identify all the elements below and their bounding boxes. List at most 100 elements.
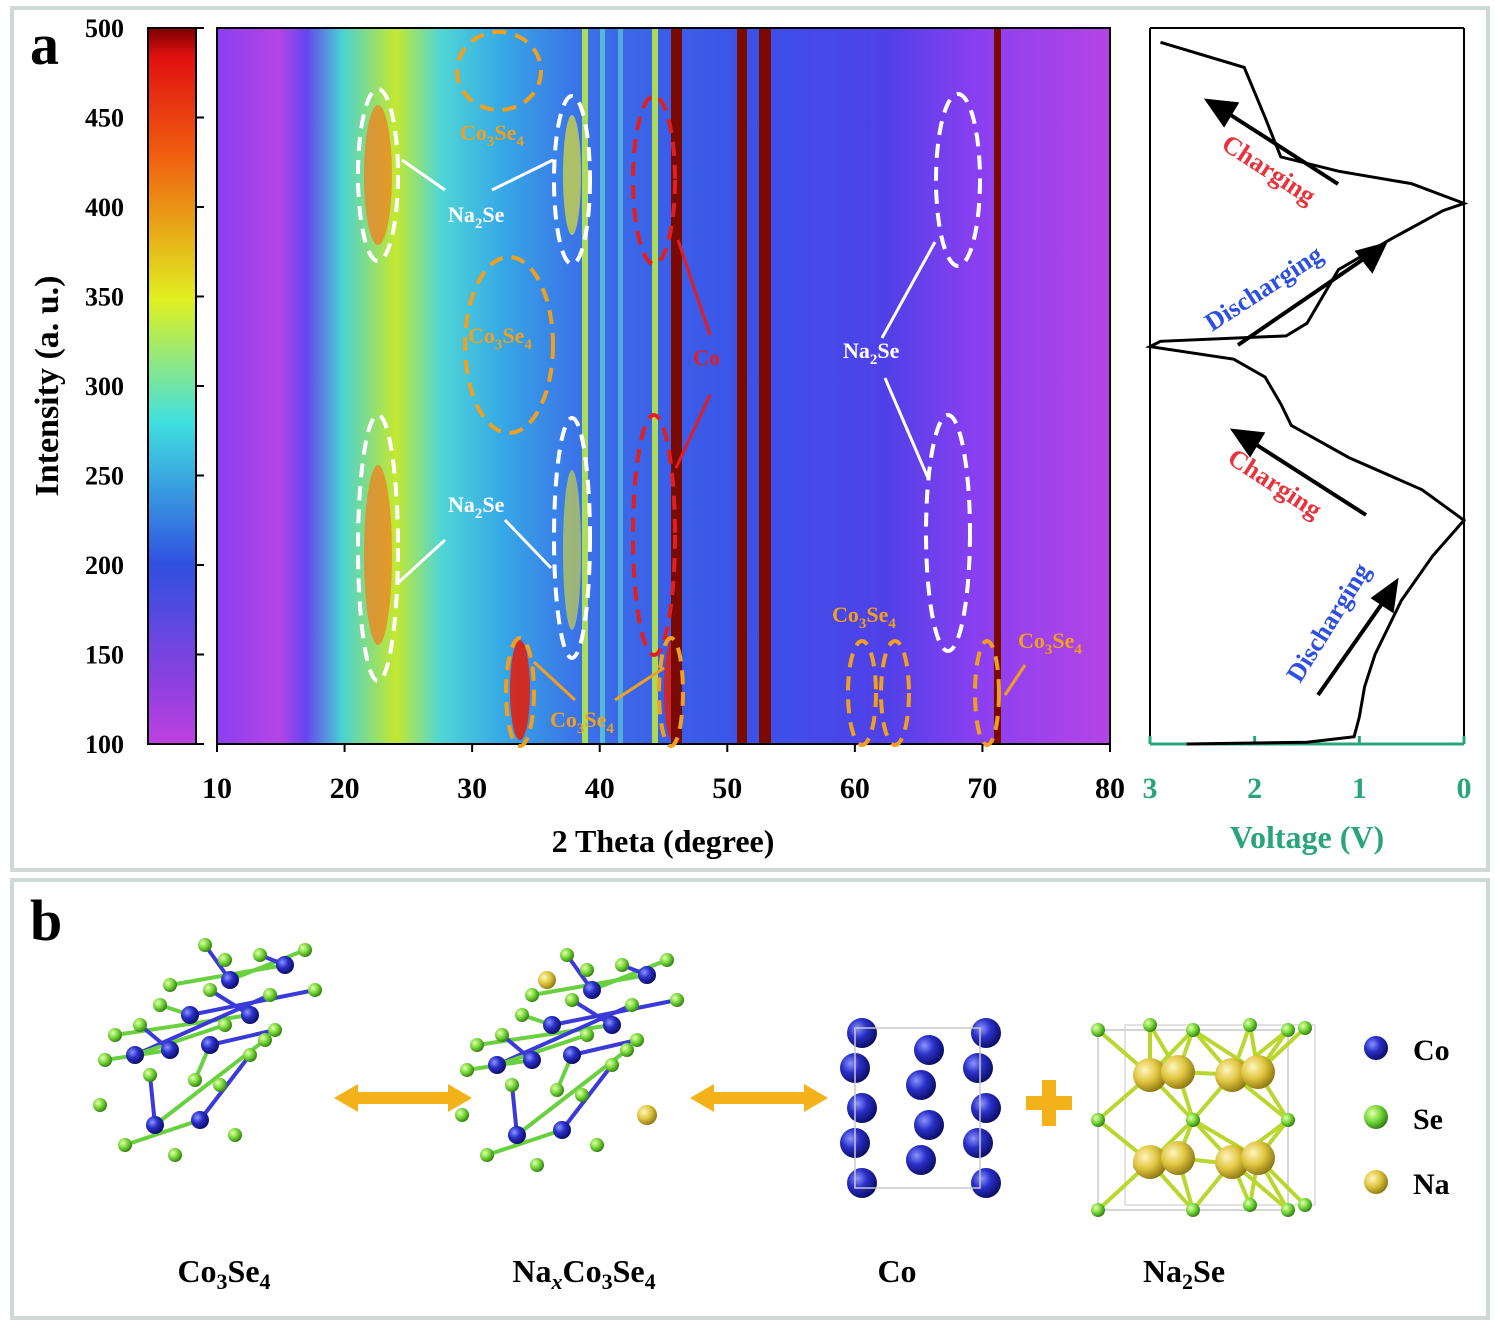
co-atom [583, 981, 601, 999]
na-atom [1241, 1141, 1275, 1175]
se-atom [153, 998, 167, 1012]
se-atom [455, 1108, 469, 1122]
se-atom [550, 1083, 564, 1097]
bond [134, 1023, 226, 1057]
bond [486, 1128, 563, 1157]
x-tick-label: 40 [585, 772, 615, 805]
discharge-arrow [1236, 254, 1370, 347]
co3se4-marker [846, 639, 878, 747]
legend-co-swatch [1364, 1036, 1388, 1060]
x-tick-label: 60 [840, 772, 870, 805]
peak-line [582, 28, 588, 744]
se-atom [470, 1038, 484, 1052]
se-atom [168, 1148, 182, 1162]
se-atom [198, 938, 212, 952]
se-atom [495, 1028, 509, 1042]
co-atom [847, 1093, 877, 1123]
charge-arrow [1224, 110, 1340, 186]
y-tick-label: 100 [85, 730, 124, 759]
peak-line [600, 28, 605, 744]
x-axis-ticks: 10 20 30 40 50 60 70 80 [202, 744, 1125, 805]
leader-line [532, 660, 577, 702]
se-atom [93, 1098, 107, 1112]
label-sub: 2 [1182, 1269, 1193, 1294]
label-sub: 3 [1045, 642, 1053, 658]
y-tick-label: 150 [85, 641, 124, 670]
co-atom [963, 1128, 993, 1158]
colorbar [147, 27, 197, 745]
se-atom [1281, 1023, 1295, 1037]
double-arrow-1 [334, 1084, 472, 1112]
se-atom [1281, 1203, 1295, 1217]
label-sub: 2 [870, 352, 878, 368]
voltage-tick-label: 2 [1247, 772, 1262, 805]
leader-line [401, 158, 446, 192]
bond [496, 1003, 633, 1067]
x-tick-label: 80 [1095, 772, 1125, 805]
y-axis-label: Intensity (a. u.) [29, 275, 66, 496]
voltage-tick-label: 3 [1143, 772, 1158, 805]
co-atom [847, 1168, 877, 1198]
co-atom [638, 966, 656, 984]
co3se4-marker [504, 636, 536, 748]
co-atom [971, 1168, 1001, 1198]
se-atom [1091, 1023, 1105, 1037]
label-part: Se [584, 707, 606, 732]
co-atom [126, 1046, 144, 1064]
label-sub: x [551, 1269, 563, 1294]
co3se4-marker [879, 639, 911, 747]
discharge-arrow-head [1354, 241, 1388, 274]
se-atom [213, 1078, 227, 1092]
co-atom [201, 1036, 219, 1054]
label-sub: 3 [859, 616, 867, 632]
label-co3se4-top: Co3Se4 [460, 120, 524, 150]
bond [591, 958, 668, 992]
label-sub: 4 [888, 616, 896, 632]
na-atom [1215, 1058, 1249, 1092]
co-cell [854, 1027, 981, 1189]
label-co3se4-60: Co3Se4 [832, 602, 896, 632]
voltage-axis-label: Voltage (V) [1230, 819, 1384, 855]
peak-line [759, 28, 771, 744]
label-part: Se [1052, 628, 1074, 653]
bond [134, 993, 271, 1057]
label-part: Se [866, 602, 888, 627]
y-tick-label: 300 [85, 372, 124, 401]
y-tick-label: 450 [85, 104, 124, 133]
co-atom [971, 1018, 1001, 1048]
se-atom [1243, 1018, 1257, 1032]
co-marker [631, 413, 677, 657]
se-atom [1298, 1198, 1312, 1212]
co-atom [146, 1116, 164, 1134]
se-atom [108, 1028, 122, 1042]
co-atom [906, 1145, 936, 1175]
se-atom [1298, 1021, 1312, 1035]
na-atom [637, 1105, 657, 1125]
bond [114, 1013, 251, 1037]
legend-se-swatch [1364, 1105, 1388, 1129]
se-atom [660, 953, 674, 967]
panel-b-letter: b [30, 888, 62, 953]
leader-line [491, 158, 554, 192]
legend-na-swatch [1364, 1170, 1388, 1194]
label-part: Na [448, 202, 475, 227]
label-co3se4-bottom: Co3Se4 [550, 707, 614, 737]
co-atom [488, 1056, 506, 1074]
na-atom [1133, 1058, 1167, 1092]
label-part: Co [177, 1253, 216, 1289]
label-part: Na [448, 492, 475, 517]
leader-line [883, 377, 930, 479]
x-tick-label: 10 [202, 772, 232, 805]
co-atom [161, 1041, 179, 1059]
structure-labels: Co3Se4 NaxCo3Se4 Co Na2Se [177, 1253, 1225, 1294]
se-atom [620, 1043, 634, 1057]
charge-arrow-head [1203, 98, 1240, 128]
se-atom [580, 1028, 594, 1042]
se-atom [98, 1053, 112, 1067]
co-atom [181, 1006, 199, 1024]
na2se-marker [356, 87, 400, 263]
label-part: Co [550, 707, 577, 732]
bond [124, 1118, 201, 1147]
charge-arrow-head [1229, 428, 1266, 458]
se-atom [218, 953, 232, 967]
